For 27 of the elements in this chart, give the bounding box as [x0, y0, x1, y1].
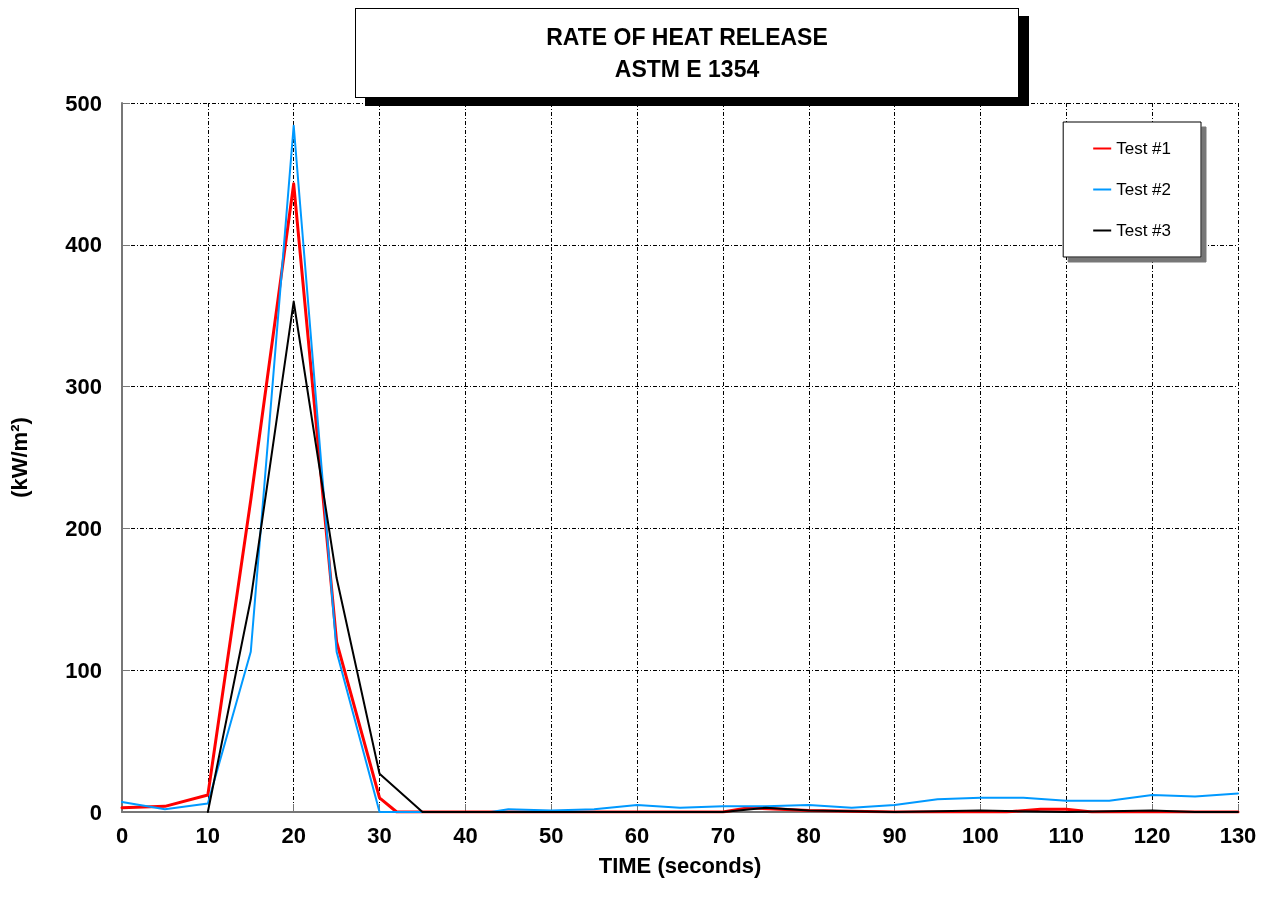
x-tick-label: 60 — [624, 822, 650, 848]
y-axis-title: (kW/m²) — [6, 417, 32, 498]
y-tick-label: 500 — [65, 90, 102, 116]
legend-label: Test #2 — [1116, 180, 1171, 199]
y-tick-label: 100 — [65, 657, 102, 683]
y-tick-label: 300 — [65, 374, 102, 400]
y-tick-label: 400 — [65, 232, 102, 258]
x-tick-label: 80 — [796, 822, 822, 848]
x-tick-label: 110 — [1048, 822, 1085, 848]
x-tick-label: 20 — [281, 822, 306, 848]
x-tick-label: 0 — [115, 822, 129, 848]
chart-subtitle: ASTM E 1354 — [613, 55, 761, 84]
x-tick-label: 50 — [538, 822, 564, 848]
x-tick-label: 100 — [962, 822, 999, 848]
x-axis-title: TIME (seconds) — [598, 852, 762, 878]
chart-title: RATE OF HEAT RELEASE — [545, 23, 829, 52]
legend-label: Test #3 — [1116, 221, 1171, 240]
x-tick-label: 30 — [367, 822, 392, 848]
x-tick-label: 120 — [1133, 822, 1171, 848]
y-tick-label: 200 — [65, 515, 102, 541]
y-tick-label: 0 — [89, 799, 102, 825]
x-tick-label: 40 — [453, 822, 478, 848]
x-tick-label: 90 — [882, 822, 907, 848]
x-tick-label: 10 — [195, 822, 221, 848]
legend-label: Test #1 — [1116, 139, 1171, 158]
x-tick-label: 130 — [1219, 822, 1257, 848]
x-tick-label: 70 — [710, 822, 736, 848]
